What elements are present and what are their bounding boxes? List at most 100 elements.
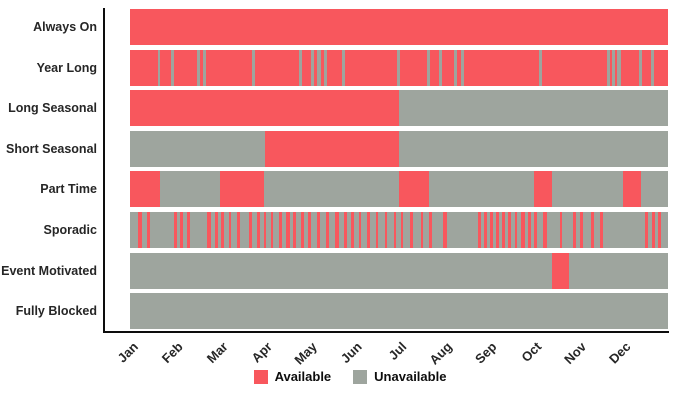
available-segment <box>384 212 388 248</box>
available-segment <box>308 212 312 248</box>
row-label: Always On <box>33 20 97 34</box>
row-bar <box>130 9 668 45</box>
row-label: Short Seasonal <box>6 141 97 156</box>
row-bar <box>130 293 668 330</box>
unavailable-segment <box>617 49 621 86</box>
available-segment <box>514 212 518 248</box>
legend-label: Unavailable <box>374 369 447 384</box>
available-segment <box>409 212 414 248</box>
unavailable-segment <box>203 49 206 86</box>
available-segment <box>366 212 371 248</box>
available-segment <box>644 212 649 248</box>
available-segment <box>249 212 252 248</box>
row-label: Year Long <box>36 60 97 75</box>
unavailable-segment <box>439 49 443 86</box>
y-axis-line <box>103 8 105 333</box>
available-segment <box>543 212 547 248</box>
available-segment <box>264 130 399 167</box>
available-segment <box>559 212 563 248</box>
unavailable-segment <box>171 49 174 86</box>
available-segment <box>207 212 211 248</box>
available-segment <box>257 212 260 248</box>
row-label: Sporadic <box>43 223 98 237</box>
unavailable-segment <box>397 49 400 86</box>
unavailable-segment <box>539 49 543 86</box>
available-segment <box>358 212 362 248</box>
unavailable-segment <box>461 49 464 86</box>
row-label: Event Motivated <box>1 263 97 278</box>
available-segment <box>393 212 397 248</box>
row-bar <box>130 130 668 167</box>
available-segment <box>270 212 274 248</box>
legend-label: Available <box>274 369 332 384</box>
available-segment <box>344 212 347 248</box>
unavailable-segment <box>197 49 200 86</box>
available-segment <box>580 212 583 248</box>
row-bar <box>130 49 668 86</box>
available-segment <box>599 212 603 248</box>
unavailable-segment <box>299 49 302 86</box>
row-bar <box>130 90 668 127</box>
available-segment <box>442 212 447 248</box>
available-segment <box>572 212 576 248</box>
available-segment <box>623 171 642 208</box>
available-segment <box>180 212 183 248</box>
available-segment <box>236 212 241 248</box>
available-segment <box>399 171 429 208</box>
available-segment <box>326 212 330 248</box>
unavailable-segment <box>311 49 314 86</box>
available-segment <box>286 212 290 248</box>
row-bar <box>130 212 668 248</box>
unavailable-segment <box>317 49 321 86</box>
available-segment <box>138 212 142 248</box>
available-segment <box>400 212 404 248</box>
available-segment <box>228 212 232 248</box>
available-segment <box>278 212 282 248</box>
available-segment <box>502 212 505 248</box>
available-segment <box>351 212 355 248</box>
row-label: Fully Blocked <box>15 304 97 319</box>
available-segment <box>293 212 296 248</box>
available-segment <box>147 212 150 248</box>
available-segment <box>429 212 433 248</box>
available-segment <box>130 90 399 127</box>
available-segment <box>534 212 538 248</box>
unavailable-segment <box>607 49 611 86</box>
row-label: Long Seasonal <box>8 101 97 116</box>
available-segment <box>477 212 481 248</box>
available-segment <box>215 212 218 248</box>
row-bar <box>130 171 668 208</box>
unavailable-segment <box>612 49 616 86</box>
legend-swatch-available <box>253 369 268 384</box>
x-axis-line <box>103 331 669 333</box>
available-segment <box>317 212 321 248</box>
available-segment <box>187 212 191 248</box>
available-segment <box>420 212 424 248</box>
available-segment <box>484 212 487 248</box>
available-segment <box>173 212 177 248</box>
row-bar <box>130 252 668 289</box>
unavailable-segment <box>427 49 430 86</box>
unavailable-segment <box>157 49 161 86</box>
unavailable-segment <box>639 49 642 86</box>
legend-item: Unavailable <box>353 369 446 384</box>
available-segment <box>375 212 379 248</box>
available-segment <box>651 212 655 248</box>
available-segment <box>263 212 267 248</box>
available-segment <box>528 212 531 248</box>
unavailable-segment <box>454 49 457 86</box>
unavailable-segment <box>342 49 345 86</box>
available-segment <box>335 212 339 248</box>
legend: Available Unavailable <box>0 369 700 384</box>
available-segment <box>219 171 265 208</box>
available-segment <box>490 212 494 248</box>
available-segment <box>508 212 512 248</box>
available-segment <box>495 212 500 248</box>
legend-item: Available <box>253 369 332 384</box>
row-label: Part Time <box>40 182 97 197</box>
unavailable-segment <box>324 49 327 86</box>
available-segment <box>301 212 304 248</box>
available-segment <box>658 212 661 248</box>
unavailable-segment <box>252 49 256 86</box>
